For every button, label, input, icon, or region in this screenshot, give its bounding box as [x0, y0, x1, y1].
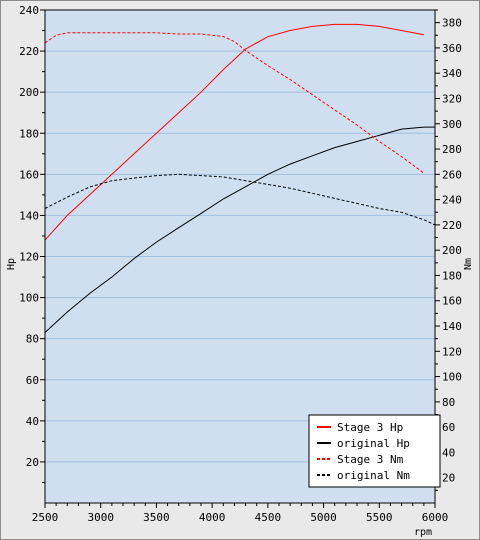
series-layer — [44, 23, 436, 333]
legend-item-label: Stage 3 Hp — [337, 421, 403, 434]
axes: 20 40 60 80 100 120 140 160 180 200 220 240 20 40 60 80… — [19, 4, 462, 524]
y-right-tick-label: 200 — [442, 244, 462, 257]
y-left-tick-label: 240 — [19, 4, 39, 17]
y-right-tick-label: 260 — [442, 168, 462, 181]
y-right-tick-label: 240 — [442, 194, 462, 207]
x-tick-label: 3500 — [143, 511, 170, 524]
y-left-axis-label: Hp — [6, 258, 17, 270]
series-line-0 — [44, 23, 424, 241]
x-tick-label: 4000 — [199, 511, 226, 524]
y-right-tick-label: 140 — [442, 320, 462, 333]
y-right-tick-label: 320 — [442, 92, 462, 105]
x-tick-label: 6000 — [422, 511, 449, 524]
y-left-tick-label: 120 — [19, 251, 39, 264]
x-tick-label: 2500 — [32, 511, 59, 524]
y-right-tick-label: 120 — [442, 345, 462, 358]
y-right-axis-label: Nm — [463, 258, 474, 270]
x-tick-label: 3000 — [87, 511, 114, 524]
y-right-tick-label: 80 — [442, 396, 455, 409]
y-left-tick-label: 100 — [19, 292, 39, 305]
series-line-3 — [44, 173, 436, 226]
y-right-tick-label: 180 — [442, 269, 462, 282]
y-right-tick-label: 220 — [442, 219, 462, 232]
series-line-1 — [44, 126, 435, 333]
y-right-tick-label: 100 — [442, 371, 462, 384]
y-right-tick-label: 160 — [442, 295, 462, 308]
y-left-tick-label: 60 — [26, 374, 39, 387]
x-axis-label: rpm — [414, 527, 432, 538]
y-left-tick-label: 160 — [19, 168, 39, 181]
y-right-tick-label: 380 — [442, 17, 462, 30]
legend-item-label: original Nm — [337, 469, 410, 482]
x-tick-label: 5000 — [310, 511, 337, 524]
legend: Stage 3 Hp original Hp Stage 3 Nm original … — [308, 414, 441, 488]
y-right-tick-label: 20 — [442, 472, 455, 485]
y-right-tick-label: 60 — [442, 421, 455, 434]
series-line-2 — [44, 32, 425, 174]
y-left-tick-label: 220 — [19, 45, 39, 58]
x-tick-label: 4500 — [255, 511, 282, 524]
y-left-tick-label: 140 — [19, 209, 39, 222]
y-right-tick-label: 40 — [442, 446, 455, 459]
y-left-tick-label: 80 — [26, 333, 39, 346]
legend-item-label: original Hp — [337, 437, 410, 450]
grid — [45, 9, 435, 463]
y-left-tick-label: 200 — [19, 86, 39, 99]
y-left-tick-label: 40 — [26, 415, 39, 428]
legend-item-label: Stage 3 Nm — [337, 453, 404, 466]
y-left-tick-label: 20 — [26, 456, 39, 469]
x-tick-label: 5500 — [366, 511, 393, 524]
y-right-tick-label: 300 — [442, 118, 462, 131]
y-right-tick-label: 360 — [442, 42, 462, 55]
y-right-tick-label: 340 — [442, 67, 462, 80]
y-left-tick-label: 180 — [19, 127, 39, 140]
y-right-tick-label: 280 — [442, 143, 462, 156]
